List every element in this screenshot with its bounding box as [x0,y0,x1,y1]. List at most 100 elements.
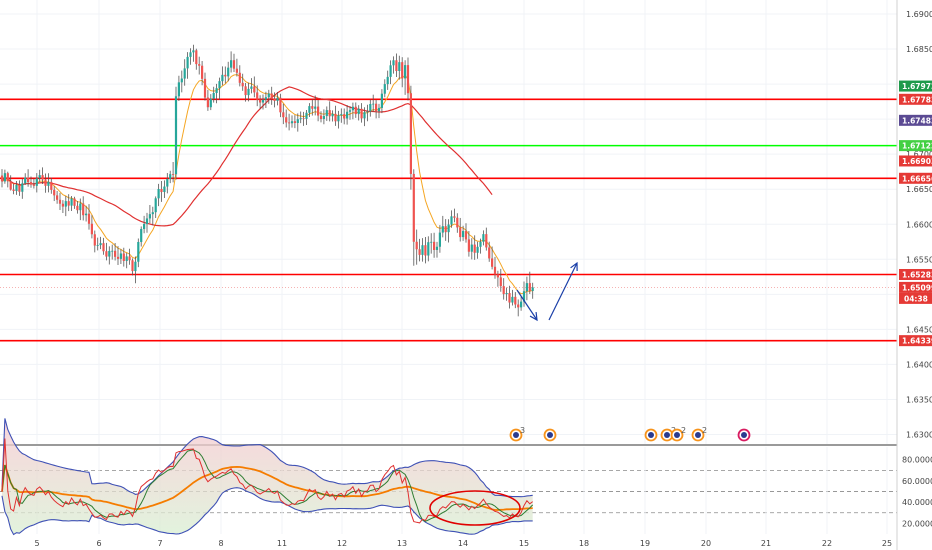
candle-body [473,244,476,253]
candle-body [169,174,172,179]
candle-body [375,103,378,112]
candle-body [314,106,317,109]
event-marker-count: 2 [702,426,707,435]
candle-body [186,56,189,69]
candle-body [137,241,140,262]
candle-body [9,181,12,190]
time-tick-label: 11 [277,539,287,548]
candle-body [85,213,88,216]
candle-body [401,62,404,79]
candle-body [230,60,233,68]
oscillator-scale[interactable]: 80.0000 60.0000 40.0000 20.0000 [902,456,932,529]
projection-arrow-down[interactable] [516,289,538,321]
price-badge [899,172,932,184]
economic-event-markers[interactable]: 3222 [509,426,751,442]
candle-body [467,239,470,252]
candle-body [505,292,508,295]
candle-body [201,65,204,79]
candle-body [29,182,33,185]
price-tick-label: 1.66500 [906,185,932,194]
candle-body [412,173,415,242]
candle-body [482,234,485,242]
candle-body [3,173,6,182]
candle-body [148,214,151,219]
candlesticks [0,44,534,317]
time-tick-label: 21 [761,539,771,548]
candle-body [218,81,221,89]
candle-body [56,195,59,200]
candle-body [44,179,47,186]
candle-body [319,115,323,119]
candle-body [102,243,105,252]
time-tick-label: 5 [34,539,39,548]
event-marker-flag [664,432,670,438]
candle-body [261,99,265,103]
time-tick-label: 8 [218,539,223,548]
price-badge-label: 1.67122 [902,142,932,151]
candle-body [305,112,308,119]
oscillator-pane[interactable] [0,418,897,536]
candle-body [224,74,227,77]
time-scale[interactable]: 5 6 7 8 11 12 13 14 15 18 19 20 21 22 25 [34,539,892,548]
candle-body [143,224,146,230]
candle-body [183,68,186,79]
candle-body [288,122,291,124]
candle-body [32,184,35,186]
time-tick-label: 12 [337,539,347,548]
candle-body [172,174,175,175]
candle-body [116,256,120,259]
candle-body [456,217,459,228]
candle-body [346,111,349,119]
candle-body [264,97,267,100]
candle-body [322,116,325,119]
candle-body [369,103,372,112]
candle-body [18,184,21,192]
oscillator-band-fill [2,418,533,535]
candle-body [189,52,192,57]
oscillator-tick-label: 40.0000 [902,498,932,507]
candle-body [476,246,479,253]
candle-body [206,97,209,108]
candle-body [383,84,386,94]
projection-arrows[interactable] [516,261,578,322]
candle-body [427,242,430,256]
candle-body [128,256,131,261]
event-marker-flag [741,432,747,438]
candle-body [334,113,337,122]
candle-body [174,96,178,175]
candle-body [140,229,143,242]
candle-body [496,274,499,278]
candle-body [232,60,236,69]
price-badge-label: 1.67783 [902,95,932,104]
candle-body [348,110,352,112]
candle-body [145,218,149,225]
candle-body [493,266,497,275]
candle-body [50,181,53,190]
candle-body [70,198,73,206]
event-marker-flag [695,432,701,438]
candle-body [438,232,441,247]
price-tick-label: 1.67000 [906,150,932,159]
candle-body [64,201,67,207]
candle-body [308,106,311,113]
candle-body [134,261,137,272]
candle-body [299,118,302,120]
price-pane[interactable]: 3222 [0,0,897,445]
oscillator-main-line [1,438,534,524]
candle-body [499,277,502,287]
candle-body [517,304,520,308]
candle-body [96,245,99,246]
projection-arrow-up[interactable] [548,262,578,321]
candle-body [450,216,453,225]
price-badge-label: 1.65283 [902,270,932,279]
candle-body [157,189,160,199]
price-tick-label: 1.63000 [906,430,932,439]
candle-body [372,103,375,105]
event-marker-flag [648,432,654,438]
candle-body [418,249,421,255]
candle-body [511,296,514,303]
candle-body [212,92,215,99]
candle-body [76,205,79,211]
candle-body [415,241,418,250]
